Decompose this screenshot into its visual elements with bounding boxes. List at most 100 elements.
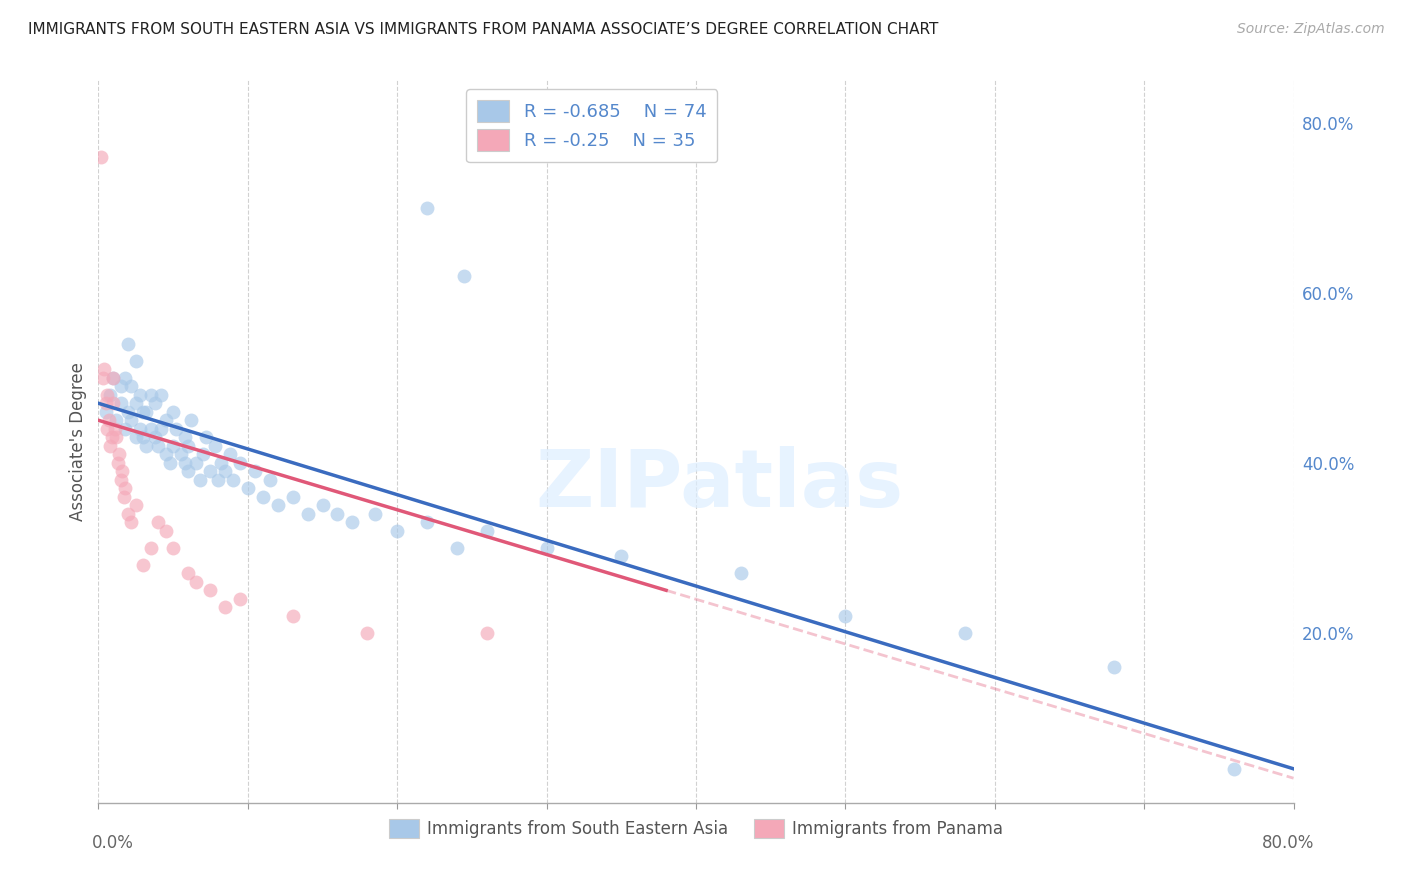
Point	[222, 473, 245, 487]
Point	[162, 405, 184, 419]
Point	[730, 566, 752, 581]
Point	[475, 625, 498, 640]
Point	[446, 541, 468, 555]
Y-axis label: Associate's Degree: Associate's Degree	[69, 362, 87, 521]
Point	[112, 490, 135, 504]
Point	[108, 447, 131, 461]
Point	[184, 456, 207, 470]
Point	[297, 507, 319, 521]
Point	[111, 464, 134, 478]
Point	[453, 268, 475, 283]
Point	[103, 371, 125, 385]
Point	[94, 405, 117, 419]
Point	[107, 456, 129, 470]
Point	[90, 150, 112, 164]
Point	[385, 524, 409, 538]
Point	[93, 362, 115, 376]
Point	[245, 464, 267, 478]
Point	[148, 516, 170, 530]
Point	[117, 507, 139, 521]
Point	[132, 405, 155, 419]
Point	[135, 439, 157, 453]
Point	[114, 422, 136, 436]
Point	[214, 600, 236, 615]
Point	[129, 422, 152, 436]
Point	[177, 566, 200, 581]
Point	[834, 608, 856, 623]
Point	[214, 464, 236, 478]
Point	[174, 430, 197, 444]
Point	[129, 388, 152, 402]
Point	[416, 201, 439, 215]
Point	[195, 430, 218, 444]
Point	[229, 591, 252, 606]
Point	[236, 481, 259, 495]
Point	[105, 430, 128, 444]
Point	[281, 608, 304, 623]
Point	[180, 413, 202, 427]
Point	[326, 507, 349, 521]
Point	[204, 439, 226, 453]
Point	[114, 371, 136, 385]
Point	[200, 583, 222, 598]
Point	[150, 422, 173, 436]
Point	[101, 430, 124, 444]
Point	[1104, 660, 1126, 674]
Point	[139, 422, 162, 436]
Point	[416, 516, 439, 530]
Point	[125, 498, 148, 512]
Point	[96, 388, 118, 402]
Point	[165, 422, 187, 436]
Point	[91, 371, 114, 385]
Point	[155, 524, 177, 538]
Point	[155, 413, 177, 427]
Point	[177, 439, 200, 453]
Point	[143, 396, 166, 410]
Point	[139, 541, 162, 555]
Text: IMMIGRANTS FROM SOUTH EASTERN ASIA VS IMMIGRANTS FROM PANAMA ASSOCIATE’S DEGREE : IMMIGRANTS FROM SOUTH EASTERN ASIA VS IM…	[28, 22, 938, 37]
Point	[177, 464, 200, 478]
Point	[132, 558, 155, 572]
Point	[117, 336, 139, 351]
Point	[143, 430, 166, 444]
Point	[219, 447, 242, 461]
Point	[120, 379, 142, 393]
Point	[110, 473, 132, 487]
Point	[114, 481, 136, 495]
Point	[209, 456, 232, 470]
Point	[96, 422, 118, 436]
Point	[148, 439, 170, 453]
Point	[103, 371, 125, 385]
Point	[162, 541, 184, 555]
Point	[311, 498, 333, 512]
Point	[125, 430, 148, 444]
Point	[267, 498, 290, 512]
Point	[252, 490, 274, 504]
Point	[155, 447, 177, 461]
Point	[162, 439, 184, 453]
Text: Source: ZipAtlas.com: Source: ZipAtlas.com	[1237, 22, 1385, 37]
Point	[259, 473, 281, 487]
Legend: Immigrants from South Eastern Asia, Immigrants from Panama: Immigrants from South Eastern Asia, Immi…	[382, 813, 1010, 845]
Point	[125, 396, 148, 410]
Text: ZIPatlas: ZIPatlas	[536, 446, 904, 524]
Text: 80.0%: 80.0%	[1263, 834, 1315, 852]
Point	[98, 439, 122, 453]
Point	[159, 456, 181, 470]
Point	[98, 388, 122, 402]
Point	[229, 456, 252, 470]
Point	[207, 473, 229, 487]
Point	[184, 574, 207, 589]
Point	[200, 464, 222, 478]
Point	[105, 413, 128, 427]
Point	[104, 422, 127, 436]
Point	[94, 396, 117, 410]
Point	[139, 388, 162, 402]
Point	[281, 490, 304, 504]
Point	[364, 507, 387, 521]
Point	[97, 413, 120, 427]
Point	[342, 516, 364, 530]
Point	[475, 524, 498, 538]
Point	[120, 516, 142, 530]
Point	[536, 541, 558, 555]
